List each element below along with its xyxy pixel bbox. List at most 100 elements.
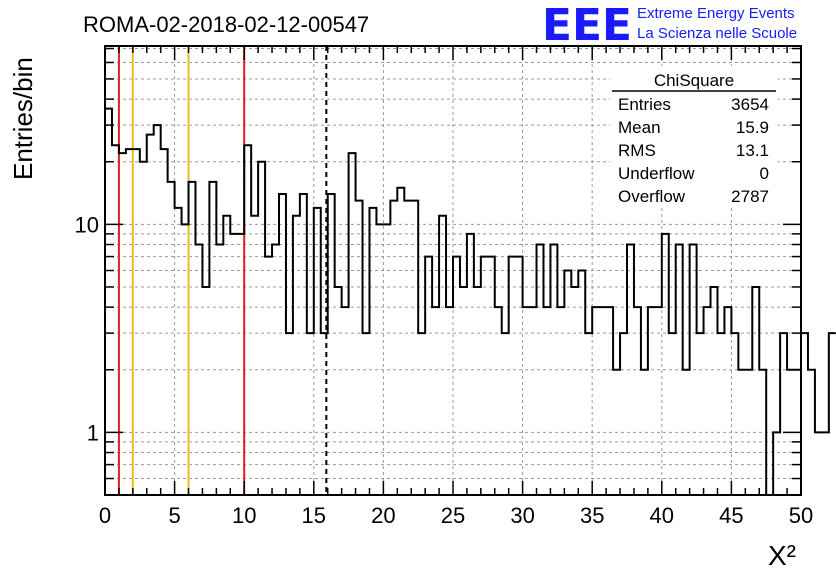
histogram-bin	[335, 287, 342, 495]
histogram-bin	[474, 287, 481, 495]
histogram-bin	[265, 257, 272, 495]
histogram-bin	[578, 271, 585, 496]
stats-box-title: ChiSquare	[654, 71, 734, 90]
histogram-bin	[697, 333, 704, 495]
histogram-bin	[195, 245, 202, 495]
y-tick-label: 10	[75, 212, 99, 237]
histogram-bin	[822, 432, 829, 495]
histogram-bin	[627, 245, 634, 495]
histogram-bin	[446, 307, 453, 495]
histogram-bin	[815, 432, 822, 495]
histogram-bin	[592, 307, 599, 495]
histogram-line	[105, 107, 836, 496]
histogram-bin	[717, 333, 724, 495]
histogram-bin	[300, 194, 307, 495]
histogram-bin	[690, 245, 697, 495]
histogram-bin	[467, 234, 474, 495]
histogram-bin	[279, 194, 286, 495]
histogram-bin	[509, 257, 516, 495]
histogram-bin	[648, 307, 655, 495]
histogram-bin	[126, 149, 133, 495]
histogram-bin	[453, 257, 460, 495]
histogram-bin	[189, 182, 196, 495]
stats-label-entries: Entries	[618, 95, 671, 114]
y-axis-label: Entries/bin	[8, 57, 38, 180]
histogram-bin	[161, 149, 168, 495]
histogram-bin	[349, 153, 356, 495]
x-tick-label: 50	[789, 503, 813, 528]
histogram-bin	[244, 145, 251, 495]
eee-logo-mark: EEE	[542, 0, 632, 51]
histogram-bin	[328, 194, 335, 495]
histogram-bin	[669, 333, 676, 495]
histogram-bin	[321, 333, 328, 495]
histogram-bin	[363, 333, 370, 495]
x-axis-label: X²	[768, 540, 796, 571]
histogram-bin	[286, 333, 293, 495]
histogram-bin	[543, 307, 550, 495]
histogram-bin	[662, 234, 669, 495]
histogram-bin	[460, 287, 467, 495]
histogram-bin	[620, 333, 627, 495]
histogram-bin	[140, 162, 147, 495]
histogram-bin	[537, 245, 544, 495]
eee-logo: EEE Extreme Energy Events La Scienza nel…	[542, 0, 797, 51]
reference-lines	[117, 46, 328, 495]
histogram-bin	[495, 307, 502, 495]
stats-label-rms: RMS	[618, 141, 656, 160]
histogram-bin	[425, 257, 432, 495]
histogram-bin	[230, 234, 237, 495]
histogram-bin	[223, 216, 230, 495]
x-tick-label: 20	[371, 503, 395, 528]
histogram-bin	[237, 234, 244, 495]
stats-value-entries: 3654	[731, 95, 769, 114]
histogram-bin	[585, 333, 592, 495]
x-tick-label: 15	[302, 503, 326, 528]
y-tick-label: 1	[87, 420, 99, 445]
stats-value-rms: 13.1	[736, 141, 769, 160]
histogram-bin	[182, 224, 189, 495]
histogram-bin	[383, 224, 390, 495]
histogram-bin	[272, 245, 279, 495]
axis-tick-labels: 0 5 10 15 20 25 30 35 40 45 50 1 10	[75, 212, 814, 528]
histogram-bin	[154, 125, 161, 495]
stats-box-background	[610, 66, 778, 208]
eee-logo-line2: La Scienza nelle Scuole	[637, 25, 797, 42]
histogram-bin	[571, 287, 578, 495]
histogram-bin	[168, 182, 175, 495]
histogram-bin	[251, 216, 258, 495]
histogram-bin	[634, 307, 641, 495]
histogram-bin	[342, 307, 349, 495]
histogram-bin	[655, 307, 662, 495]
x-tick-label: 0	[99, 503, 111, 528]
axis-ticks	[104, 46, 802, 496]
histogram-bin	[390, 201, 397, 495]
histogram-bin	[202, 287, 209, 495]
histogram-bin	[731, 333, 738, 495]
histogram-bin	[780, 333, 787, 495]
stats-label-underflow: Underflow	[618, 164, 695, 183]
histogram-bin	[738, 370, 745, 495]
histogram-bin	[119, 153, 126, 495]
histogram-bin	[147, 135, 154, 495]
histogram-bin	[418, 333, 425, 495]
histogram-bin	[376, 224, 383, 495]
histogram-bin	[801, 333, 808, 495]
stats-value-mean: 15.9	[736, 118, 769, 137]
histogram-bin	[307, 333, 314, 495]
histogram-bin	[752, 287, 759, 495]
histogram-bin	[369, 208, 376, 495]
histogram-bin	[432, 307, 439, 495]
stats-box: ChiSquare Entries 3654 Mean 15.9 RMS 13.…	[610, 66, 778, 208]
histogram-bin	[356, 201, 363, 495]
histogram-bin	[481, 257, 488, 495]
x-tick-label: 35	[580, 503, 604, 528]
histogram-bin	[599, 307, 606, 495]
histogram-bin	[530, 307, 537, 495]
histogram-bin	[404, 201, 411, 495]
histogram-bin	[133, 149, 140, 495]
histogram-bin	[564, 271, 571, 496]
x-tick-label: 25	[441, 503, 465, 528]
histogram-bin	[175, 208, 182, 495]
stats-label-overflow: Overflow	[618, 187, 686, 206]
